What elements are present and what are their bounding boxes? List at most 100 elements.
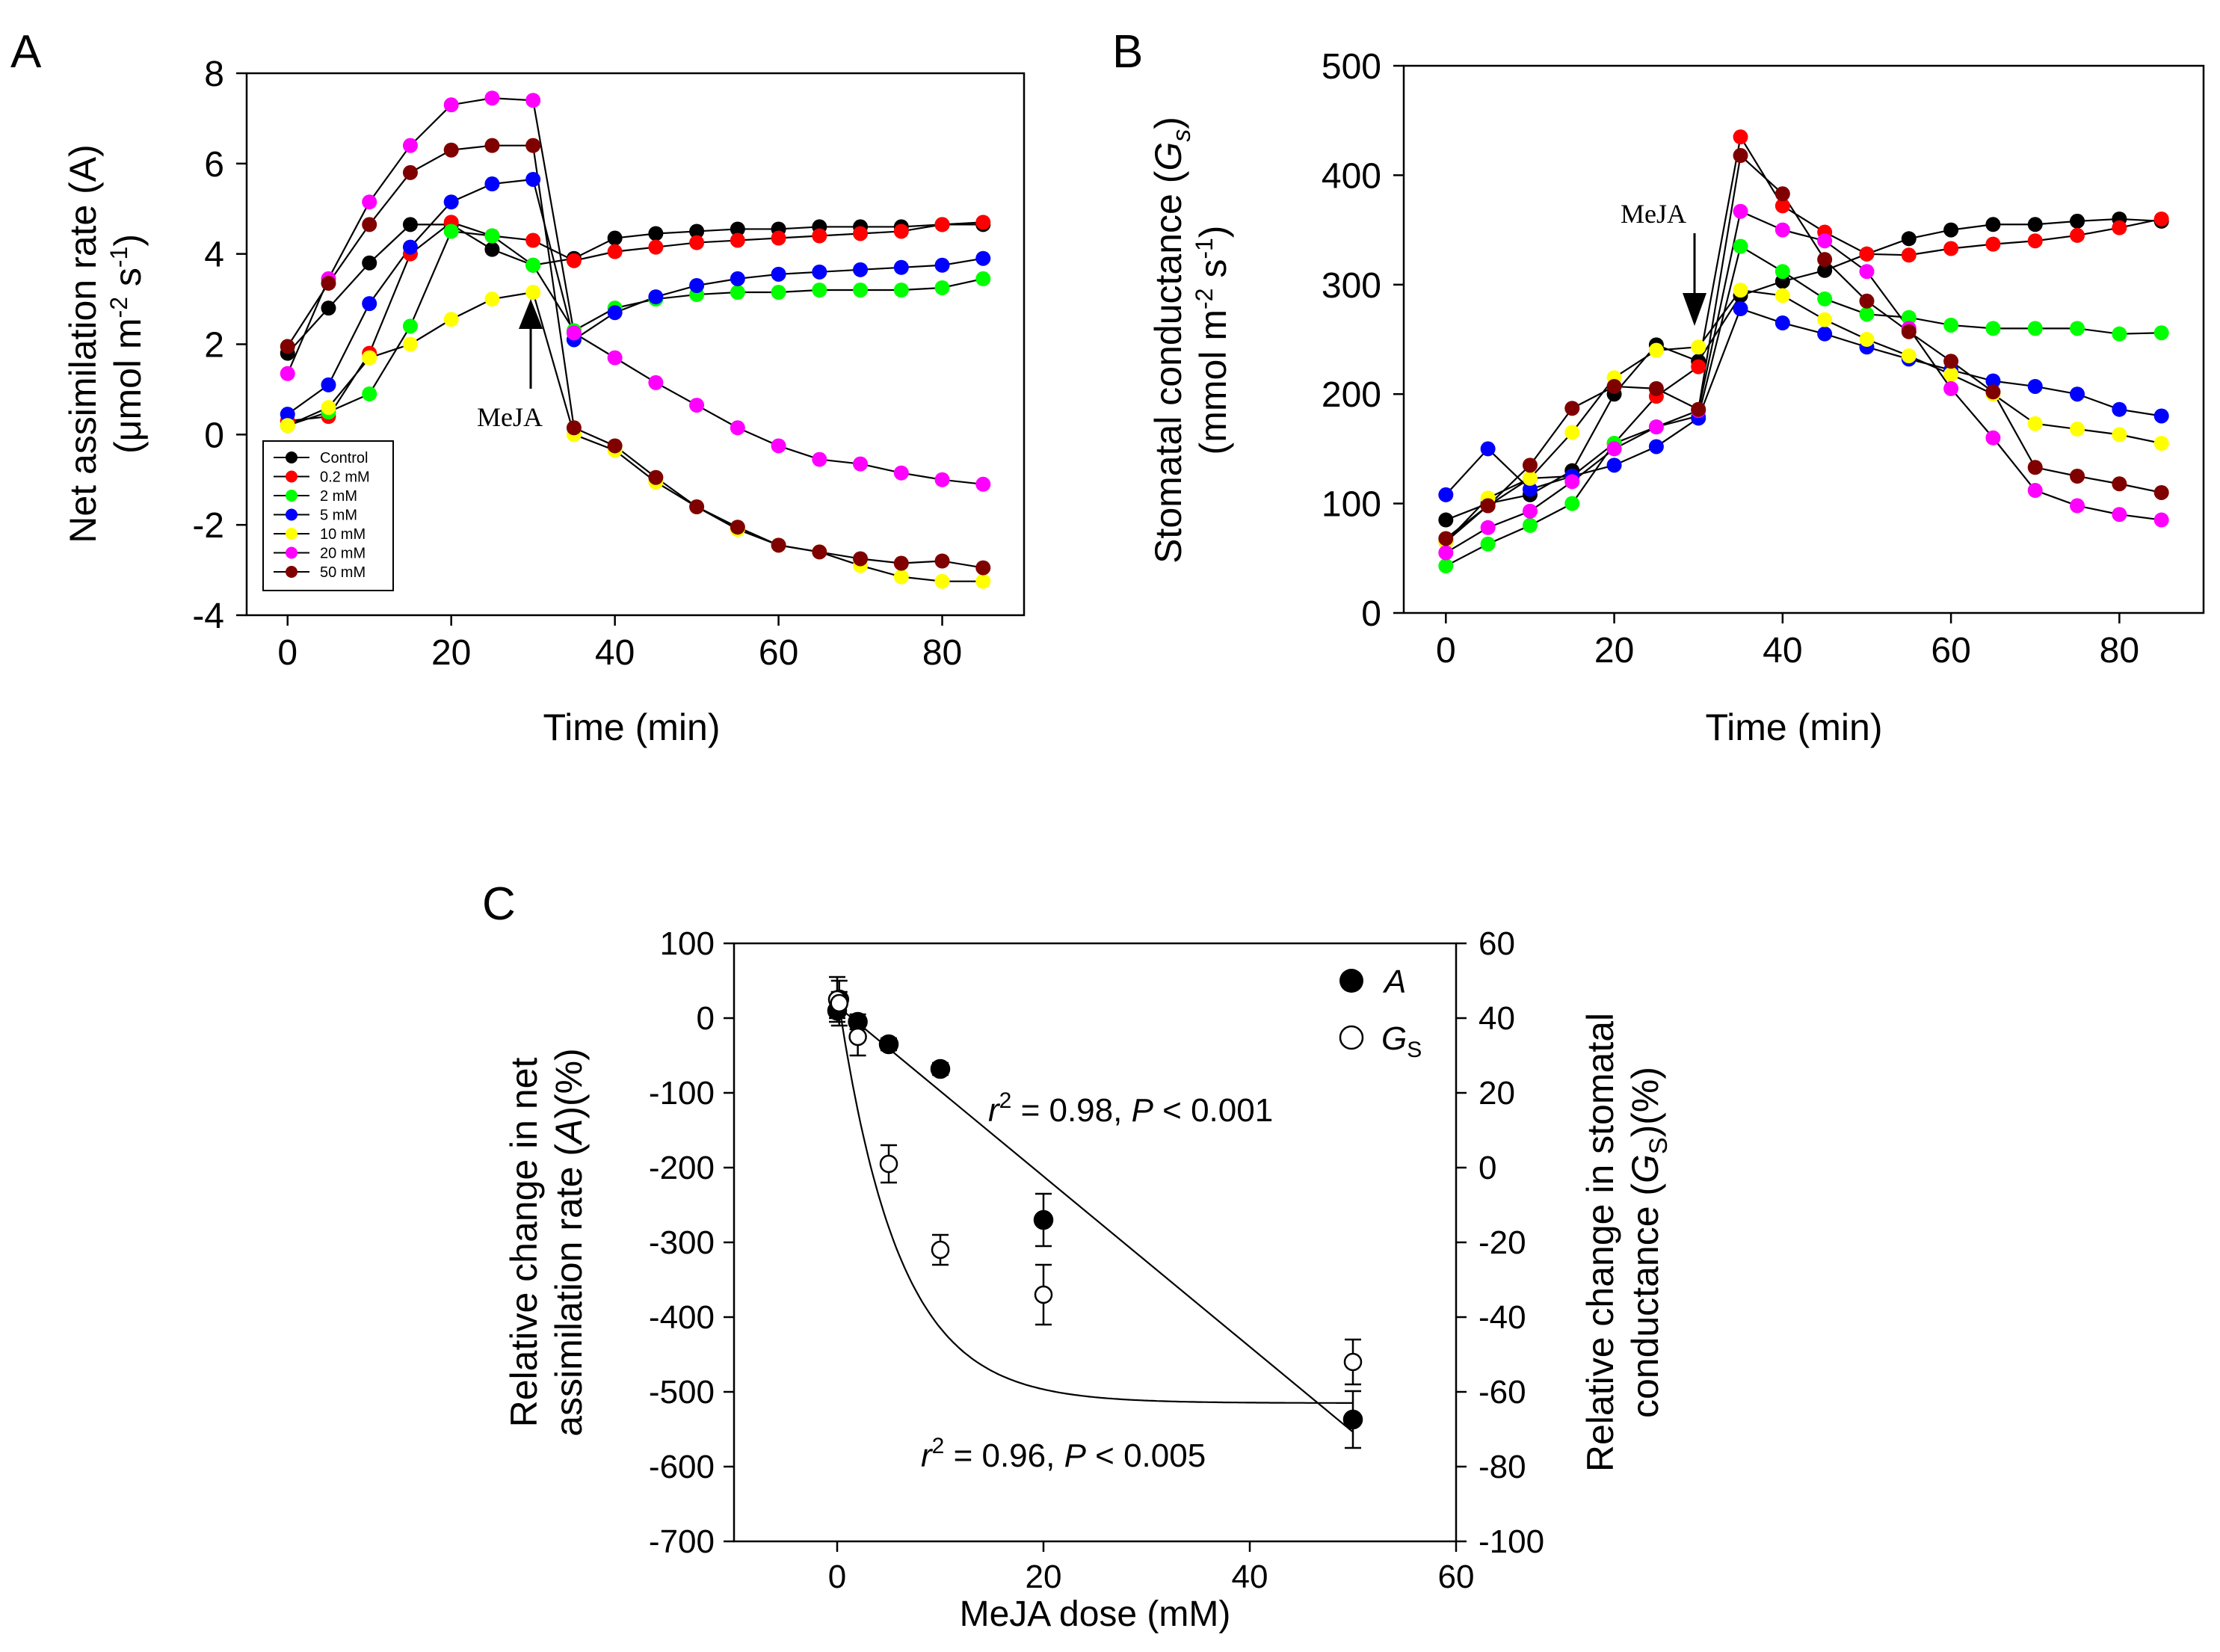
- panel-c-legend-a-label: A: [1382, 964, 1406, 1000]
- panel-c-right-y-label-line2: conductance (GS)(%): [1624, 1067, 1673, 1418]
- panel-a-point-50-mm-60: [771, 537, 786, 553]
- panel-a-point-20-mm-0: [280, 366, 295, 381]
- panel-b-point-10-mm-35: [1733, 283, 1748, 298]
- panel-b-point-5-mm-5: [1480, 441, 1496, 457]
- panel-a-series-points: [280, 90, 991, 589]
- panel-b-point-20-mm-65: [1985, 430, 2001, 446]
- panel-a-legend: Control 0.2 mM 2 mM 5 mM 10 mM 20 mM 50 mM: [262, 440, 394, 591]
- panel-c-right-y-tick-label-60: 60: [1479, 925, 1515, 962]
- panel-c-left-y-tick-label--700: -700: [649, 1523, 715, 1560]
- panel-b-point-0-2-mm-60: [1943, 241, 1959, 256]
- panel-a-point-20-mm-50: [689, 398, 705, 413]
- panel-c-x-axis-label: MeJA dose (mM): [960, 1594, 1231, 1634]
- panel-a-point-2-mm-60: [771, 285, 786, 300]
- legend-marker-20-mm: [286, 546, 297, 559]
- panel-c-a-5-point: [878, 1034, 899, 1055]
- panel-c-right-y-tick-label--40: -40: [1479, 1299, 1526, 1336]
- panel-c-fit-curve-gs: [836, 991, 1353, 1404]
- panel-a-point-2-mm-20: [443, 224, 459, 239]
- panel-a-point-5-mm-50: [689, 277, 705, 293]
- panel-b-point-50-mm-75: [2070, 469, 2085, 484]
- panel-b-point-control-60: [1943, 222, 1959, 238]
- panel-a-x-tick-label-80: 80: [922, 633, 962, 673]
- panel-a-x-axis-label: Time (min): [543, 706, 720, 748]
- panel-b-point-5-mm-25: [1648, 439, 1664, 454]
- panel-a-point-10-mm-5: [321, 400, 336, 416]
- panel-c-x-tick-label-60: 60: [1438, 1559, 1475, 1595]
- panel-c-x-tick-label-40: 40: [1232, 1559, 1268, 1595]
- panel-a-point-5-mm-65: [812, 264, 827, 280]
- panel-a-line-20-mm: [286, 97, 984, 485]
- panel-a-point-50-mm-25: [484, 138, 500, 153]
- panel-a-point-10-mm-20: [443, 312, 459, 327]
- panel-b-point-20-mm-5: [1480, 520, 1496, 535]
- panel-b-point-5-mm-45: [1817, 326, 1833, 342]
- panel-c-gs-10-point: [931, 1240, 950, 1260]
- panel-b-point-5-mm-80: [2112, 401, 2127, 417]
- panel-a-point-20-mm-85: [975, 476, 991, 492]
- legend-label-10-mm: 10 mM: [320, 526, 366, 543]
- panel-a-point-control-55: [730, 221, 745, 237]
- panel-a-point-control-50: [689, 224, 705, 239]
- panel-b-point-0-2-mm-80: [2112, 220, 2127, 235]
- legend-marker-5-mm: [286, 508, 297, 521]
- panel-b-point-50-mm-80: [2112, 476, 2127, 492]
- panel-b-series-points: [1438, 129, 2169, 574]
- panel-b-point-2-mm-40: [1775, 264, 1790, 280]
- panel-b-point-50-mm-20: [1606, 378, 1622, 394]
- panel-b-point-50-mm-70: [2027, 460, 2043, 475]
- panel-c-right-y-tick-label--60: -60: [1479, 1374, 1526, 1411]
- legend-marker-control: [286, 451, 297, 463]
- panel-a-point-5-mm-15: [402, 239, 418, 255]
- panel-a-point-control-45: [648, 226, 664, 241]
- panel-a-point-10-mm-30: [525, 285, 541, 300]
- panel-a-point-20-mm-40: [607, 350, 623, 366]
- panel-b-point-20-mm-35: [1733, 203, 1748, 219]
- panel-a-y-axis-label-line2: (μmol m-2 s-1): [105, 234, 149, 454]
- panel-a-point-10-mm-75: [893, 569, 909, 585]
- panel-b-point-50-mm-30: [1691, 401, 1706, 417]
- panel-b-point-20-mm-85: [2153, 512, 2169, 528]
- panel-c-left-y-tick-label--500: -500: [649, 1374, 715, 1411]
- panel-a-point-50-mm-30: [525, 138, 541, 153]
- panel-a-point-2-mm-75: [893, 283, 909, 298]
- panel-c-x-tick-label-20: 20: [1026, 1559, 1062, 1595]
- panel-c-right-y-tick-label--20: -20: [1479, 1224, 1526, 1261]
- panel-b-series-lines: [1445, 135, 2162, 567]
- panel-a-point-2-mm-65: [812, 283, 827, 298]
- panel-c-left-y-tick-label--200: -200: [649, 1150, 715, 1186]
- panel-a-point-0-2-mm-85: [975, 215, 991, 230]
- panel-b-point-10-mm-40: [1775, 288, 1790, 303]
- panel-a-point-5-mm-60: [771, 266, 786, 282]
- panel-b-point-10-mm-55: [1901, 348, 1917, 363]
- panel-a-point-20-mm-60: [771, 438, 786, 454]
- panel-b-y-axis-label-line1: Stomatal conductance (Gs): [1147, 117, 1196, 564]
- panel-a-point-0-2-mm-30: [525, 232, 541, 248]
- panel-b-point-50-mm-15: [1564, 401, 1580, 416]
- panel-a-point-0-2-mm-35: [566, 253, 582, 268]
- panel-a-point-5-mm-80: [934, 257, 950, 273]
- panel-c-right-y-tick-label-20: 20: [1479, 1075, 1515, 1112]
- panel-b-line-5-mm: [1445, 307, 2162, 496]
- panel-a-point-20-mm-10: [362, 194, 377, 210]
- panel-c-fit-curves: [836, 991, 1354, 1433]
- panel-b-point-5-mm-40: [1775, 315, 1790, 331]
- panel-a-point-50-mm-55: [730, 520, 745, 535]
- panel-a-point-0-2-mm-70: [853, 226, 869, 241]
- panel-b-point-5-mm-85: [2153, 408, 2169, 424]
- panel-b-y-tick-label-200: 200: [1322, 375, 1381, 415]
- panel-c-right-y-tick-label-0: 0: [1479, 1150, 1496, 1186]
- panel-c-gs-50-point: [1343, 1352, 1363, 1372]
- panel-a-point-2-mm-10: [362, 386, 377, 401]
- panel-b-y-tick-label-500: 500: [1322, 47, 1381, 87]
- panel-c-gs-0p2-point: [830, 993, 849, 1013]
- legend-marker-2-mm: [286, 490, 297, 502]
- panel-b-point-2-mm-15: [1564, 496, 1580, 511]
- panel-b-point-10-mm-60: [1943, 366, 1959, 382]
- panel-b-point-20-mm-50: [1859, 264, 1875, 280]
- panel-label-a: A: [10, 26, 42, 78]
- panel-a-point-50-mm-20: [443, 142, 459, 158]
- panel-b-point-50-mm-55: [1901, 324, 1917, 339]
- panel-a-point-20-mm-75: [893, 465, 909, 481]
- panel-c-left-y-label-line2: assimilation rate (A)(%): [548, 1048, 590, 1437]
